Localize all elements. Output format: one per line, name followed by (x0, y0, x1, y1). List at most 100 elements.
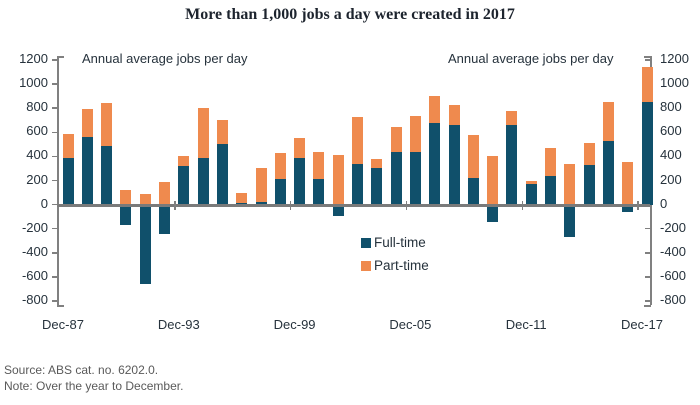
bar-full-time-Dec-98 (274, 179, 286, 205)
bar-full-time-Dec-89 (101, 145, 113, 205)
y-tick-mark (52, 131, 57, 134)
bar-full-time-Dec-88 (81, 137, 93, 205)
chart-title: More than 1,000 jobs a day were created … (185, 6, 515, 23)
bar-full-time-Dec-17 (641, 102, 653, 205)
y-tick-label-left: 1200 (19, 51, 48, 66)
y-tick-mark (52, 276, 57, 278)
bar-part-time-Dec-93 (178, 156, 190, 167)
bar-full-time-Dec-07 (448, 125, 460, 205)
bar-part-time-Dec-99 (294, 138, 306, 159)
bar-part-time-Dec-10 (506, 110, 518, 126)
y-tick-label-right: -800 (660, 292, 687, 307)
bar-part-time-Dec-15 (602, 102, 614, 141)
bar-full-time-Dec-05 (409, 151, 421, 205)
y-tick-mark (52, 300, 57, 302)
y-tick-mark (52, 59, 57, 61)
bar-part-time-Dec-11 (525, 180, 537, 185)
y-axis-spine-left (57, 56, 59, 305)
bar-part-time-Dec-06 (429, 96, 441, 124)
y-tick-label-left: 600 (26, 123, 48, 139)
bar-full-time-Dec-99 (294, 158, 306, 205)
y-tick-label-left: 400 (26, 147, 48, 163)
y-tick-mark (52, 203, 57, 206)
bar-part-time-Dec-88 (81, 108, 93, 138)
bar-part-time-Dec-01 (332, 155, 344, 205)
bar-part-time-Dec-91 (139, 194, 151, 205)
bar-full-time-Dec-93 (178, 166, 190, 205)
y-tick-mark (645, 227, 650, 230)
y-tick-mark (52, 227, 57, 230)
y-tick-label-left: 0 (40, 195, 48, 211)
y-tick-mark (645, 252, 650, 254)
bar-full-time-Dec-16 (622, 204, 634, 212)
bar-part-time-Dec-97 (255, 168, 267, 202)
bar-full-time-Dec-87 (62, 157, 74, 205)
bar-part-time-Dec-03 (371, 158, 383, 169)
y-tick-label-left: 200 (26, 171, 48, 187)
bar-full-time-Dec-02 (352, 164, 363, 205)
bar-full-time-Dec-12 (545, 175, 556, 205)
bar-part-time-Dec-00 (313, 152, 325, 180)
bar-full-time-Dec-91 (139, 204, 151, 285)
bar-full-time-Dec-09 (487, 204, 499, 223)
x-tick-label: Dec-05 (389, 317, 432, 332)
y-tick-label-right: 800 (660, 99, 682, 115)
y-tick-label-right: 0 (660, 195, 668, 211)
bar-part-time-Dec-05 (409, 116, 421, 152)
y-tick-label-left: -600 (21, 267, 48, 283)
legend-swatch-part-time (361, 261, 371, 271)
bar-part-time-Dec-14 (583, 143, 595, 166)
y-tick-label-right: 1200 (660, 51, 689, 66)
bar-full-time-Dec-14 (583, 165, 595, 205)
y-tick-label-right: -200 (660, 219, 687, 235)
bar-full-time-Dec-13 (564, 204, 576, 237)
y-tick-label-left: 800 (26, 99, 48, 115)
source-note: Source: ABS cat. no. 6202.0. (4, 363, 159, 377)
y-tick-label-right: -600 (660, 267, 687, 283)
x-group-tick (405, 200, 408, 210)
bar-part-time-Dec-95 (216, 120, 228, 145)
bar-full-time-Dec-92 (159, 204, 170, 235)
x-tick-label: Dec-87 (42, 317, 84, 332)
bar-full-time-Dec-11 (525, 184, 537, 205)
x-axis-zero-line (57, 203, 650, 207)
y-tick-mark (52, 83, 57, 85)
bar-part-time-Dec-12 (545, 147, 556, 176)
bar-part-time-Dec-96 (236, 193, 248, 203)
bar-part-time-Dec-90 (120, 190, 132, 205)
x-tick-label: Dec-17 (621, 317, 663, 332)
x-tick-label: Dec-11 (505, 317, 547, 332)
x-group-tick (289, 200, 292, 210)
x-group-tick (174, 200, 176, 210)
x-tick-label: Dec-99 (273, 317, 316, 332)
y-tick-mark (645, 59, 650, 61)
x-tick-label: Dec-93 (157, 317, 200, 332)
bar-part-time-Dec-09 (487, 156, 499, 205)
bar-full-time-Dec-00 (313, 179, 325, 205)
axis-spine-cap (57, 305, 64, 307)
bar-full-time-Dec-97 (255, 201, 267, 205)
bar-part-time-Dec-98 (274, 153, 286, 180)
bar-full-time-Dec-04 (390, 151, 402, 205)
y-tick-label-left: 1000 (19, 75, 48, 91)
axis-spine-cap (644, 56, 651, 58)
y-tick-label-left: -200 (21, 219, 48, 235)
bar-part-time-Dec-87 (62, 134, 74, 158)
y-tick-mark (52, 155, 57, 158)
bar-part-time-Dec-13 (564, 164, 576, 205)
bar-part-time-Dec-08 (467, 135, 479, 179)
axis-spine-cap (57, 56, 64, 58)
bar-part-time-Dec-16 (622, 162, 634, 205)
axis-annotation-right: Annual average jobs per day (448, 51, 614, 66)
y-tick-label-right: 200 (660, 171, 682, 187)
bar-part-time-Dec-89 (101, 102, 113, 146)
y-tick-label-right: 1000 (660, 75, 689, 91)
y-tick-mark (52, 107, 57, 109)
y-tick-label-right: 600 (660, 123, 682, 139)
bar-full-time-Dec-95 (216, 144, 228, 205)
bar-part-time-Dec-07 (448, 104, 460, 126)
y-tick-mark (645, 276, 650, 278)
bar-full-time-Dec-94 (197, 158, 209, 205)
bar-full-time-Dec-15 (602, 140, 614, 205)
footnote: Note: Over the year to December. (4, 379, 184, 393)
